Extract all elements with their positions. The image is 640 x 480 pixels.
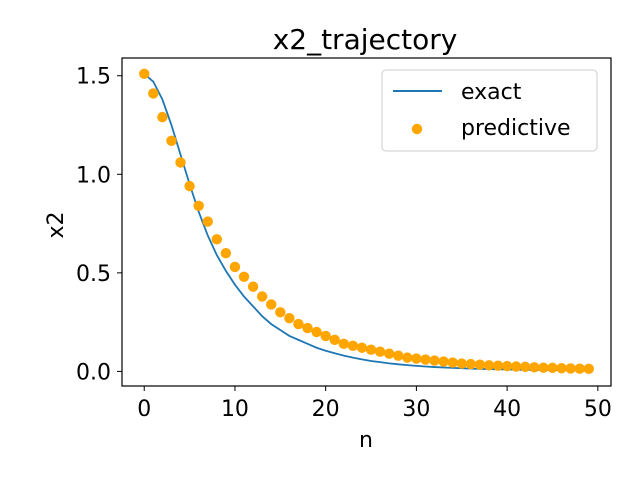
predictive-point (338, 338, 350, 350)
predictive-point (583, 363, 594, 375)
predictive-point (465, 358, 477, 370)
predictive-point (510, 361, 522, 372)
predictive-point (574, 363, 585, 374)
plot-area: 0 10 20 30 40 50 0.0 0.5 1.0 1.5 (76, 57, 612, 422)
predictive-point (547, 362, 558, 374)
predictive-point (347, 340, 359, 351)
predictive-point (402, 352, 413, 363)
x-tick-label: 30 (402, 397, 430, 422)
x-tick-label: 10 (221, 397, 249, 422)
predictive-point (520, 361, 531, 373)
x-tick-label: 0 (137, 397, 151, 422)
predictive-point (356, 342, 368, 353)
predictive-point (311, 326, 322, 338)
series-layer (139, 68, 594, 375)
predictive-point (374, 346, 386, 357)
predictive-point (247, 281, 259, 292)
predictive-point (411, 353, 422, 364)
predictive-point (275, 307, 286, 318)
plot-frame (121, 57, 612, 387)
legend: exact predictive (381, 69, 598, 152)
predictive-point (483, 360, 495, 371)
predictive-point (456, 358, 467, 369)
predictive-point (383, 348, 395, 359)
predictive-point (166, 135, 177, 146)
legend-predictive-marker (411, 123, 423, 135)
legend-exact-label: exact (461, 80, 522, 105)
predictive-point (211, 234, 223, 245)
predictive-point (438, 356, 449, 367)
x-tick-label: 20 (312, 397, 340, 422)
predictive-point (492, 360, 504, 371)
predictive-point (393, 350, 404, 361)
y-tick-label: 1.0 (76, 163, 111, 188)
x-axis-label: n (359, 428, 373, 453)
legend-predictive-label: predictive (461, 116, 571, 141)
predictive-point (293, 318, 304, 330)
predictive-point (266, 299, 277, 310)
predictive-point (429, 355, 440, 366)
predictive-point (501, 360, 513, 372)
predictive-point (329, 334, 340, 346)
predictive-point (184, 180, 195, 192)
predictive-point (193, 200, 204, 212)
predictive-point (175, 157, 186, 168)
y-tick-label: 1.5 (76, 65, 111, 90)
predictive-point (556, 363, 567, 374)
predictive-point (139, 68, 150, 79)
predictive-point (302, 322, 313, 334)
predictive-point (229, 261, 241, 273)
predictive-point (565, 363, 576, 374)
x-axis: 0 10 20 30 40 50 (137, 386, 612, 422)
predictive-point (220, 247, 232, 259)
predictive-point (474, 359, 486, 370)
predictive-point (256, 291, 268, 302)
predictive-point (420, 354, 431, 365)
y-axis: 0.0 0.5 1.0 1.5 (76, 65, 122, 385)
predictive-point (447, 357, 458, 368)
y-tick-label: 0.0 (76, 360, 111, 385)
x-tick-label: 50 (584, 397, 612, 422)
predictive-point (284, 312, 295, 324)
predictive-point (365, 344, 377, 355)
predictive-point (320, 330, 331, 342)
predictive-point (202, 216, 213, 227)
chart-title: x2_trajectory (273, 23, 458, 56)
predictive-point (529, 362, 540, 373)
x-tick-label: 40 (493, 397, 521, 422)
predictive-point (157, 111, 168, 123)
predictive-point (238, 271, 250, 282)
predictive-point (538, 362, 549, 373)
y-tick-label: 0.5 (76, 262, 111, 287)
predictive-point (148, 88, 159, 99)
y-axis-label: x2 (44, 211, 69, 238)
